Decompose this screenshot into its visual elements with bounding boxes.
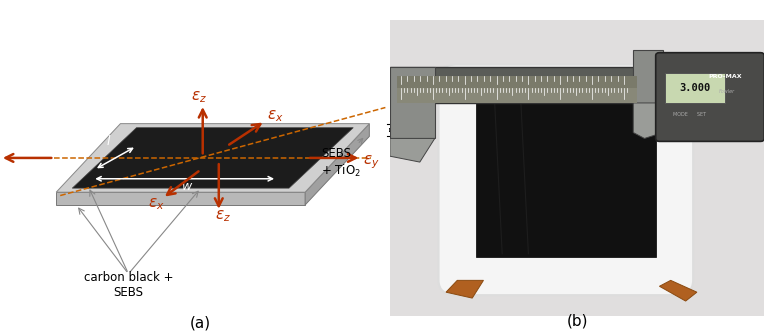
Text: $h$: $h$	[396, 121, 405, 135]
Bar	[633, 50, 663, 103]
Polygon shape	[305, 124, 369, 205]
Bar	[398, 76, 637, 88]
Bar	[665, 73, 725, 103]
Text: SEBS
+ TiO$_2$: SEBS + TiO$_2$	[321, 138, 363, 179]
Polygon shape	[633, 103, 663, 138]
Bar	[390, 68, 720, 103]
Text: $\varepsilon_z$: $\varepsilon_z$	[215, 208, 231, 224]
Polygon shape	[446, 280, 483, 298]
Text: (b): (b)	[567, 314, 587, 329]
Text: PRO-MAX: PRO-MAX	[708, 74, 742, 79]
Text: $\varepsilon_y$: $\varepsilon_y$	[364, 153, 380, 171]
Bar	[476, 103, 655, 257]
Text: $\varepsilon_x$: $\varepsilon_x$	[267, 108, 283, 124]
Text: $l$: $l$	[106, 134, 111, 149]
Polygon shape	[56, 192, 305, 205]
Text: MODE      SET: MODE SET	[673, 112, 706, 117]
Polygon shape	[390, 68, 435, 138]
Text: Fowler: Fowler	[719, 89, 735, 94]
Text: SEBS: SEBS	[113, 286, 144, 299]
Polygon shape	[390, 138, 435, 162]
Text: carbon black +: carbon black +	[83, 270, 173, 284]
FancyBboxPatch shape	[655, 53, 764, 141]
Text: $\varepsilon_z$: $\varepsilon_z$	[191, 89, 207, 105]
Polygon shape	[659, 280, 697, 301]
Text: 3.000: 3.000	[679, 83, 711, 93]
Text: (a): (a)	[190, 316, 212, 331]
Text: $\varepsilon_x$: $\varepsilon_x$	[147, 197, 164, 212]
Bar	[398, 88, 637, 103]
FancyBboxPatch shape	[438, 65, 693, 295]
Polygon shape	[73, 128, 354, 188]
Text: $w$: $w$	[181, 179, 193, 193]
Polygon shape	[56, 124, 369, 192]
